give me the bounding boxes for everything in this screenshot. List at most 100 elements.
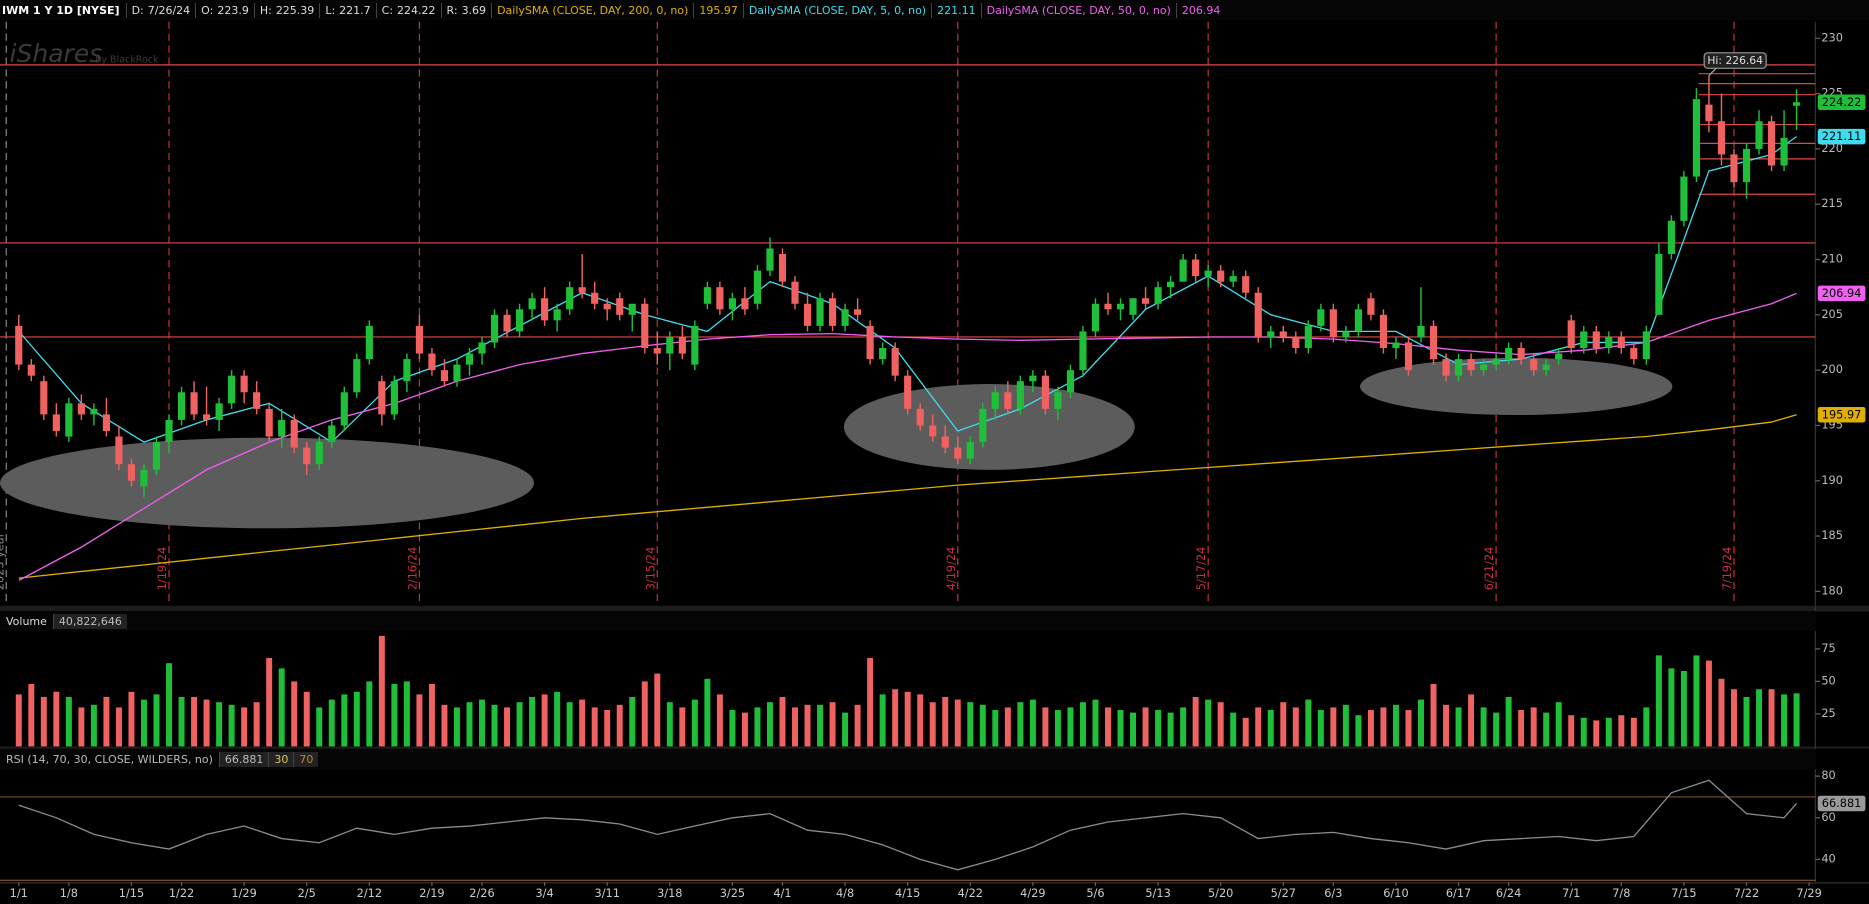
highlight-ellipse xyxy=(1360,357,1673,416)
volume-bar xyxy=(203,699,210,747)
candle-body xyxy=(628,303,636,315)
x-tick-label: 4/1 xyxy=(773,886,791,900)
candle-body xyxy=(1054,392,1062,409)
x-tick-label: 2/26 xyxy=(469,886,494,900)
candle-body xyxy=(541,298,549,321)
candle-body xyxy=(1217,270,1225,282)
candle-body xyxy=(465,353,474,365)
candle-body xyxy=(1655,253,1663,315)
volume-bar xyxy=(591,707,598,747)
period-label: 4/19/24 xyxy=(944,547,958,591)
header-label: H: xyxy=(259,3,272,17)
volume-bar xyxy=(629,697,636,747)
candle-body xyxy=(1304,325,1312,349)
volume-bar xyxy=(779,697,786,747)
volume-bar xyxy=(15,694,22,747)
volume-bar xyxy=(1105,707,1111,747)
volume-bar xyxy=(1718,678,1725,747)
volume-bar xyxy=(1693,655,1700,747)
candle-body xyxy=(1467,359,1475,371)
candle-body xyxy=(152,442,161,470)
watermark: iShares xyxy=(10,39,103,68)
x-tick-label: 7/1 xyxy=(1562,886,1580,900)
header-value: 224.22 xyxy=(397,3,436,17)
volume-bar xyxy=(1493,712,1500,747)
volume-bar xyxy=(654,673,661,747)
candle-body xyxy=(1580,331,1588,349)
volume-bar xyxy=(378,635,385,747)
header-field: H: 225.39 xyxy=(253,2,319,18)
y-tick-label: 200 xyxy=(1821,362,1843,376)
y-tick-label: 185 xyxy=(1821,528,1843,542)
volume-bar xyxy=(1317,710,1324,747)
y-tick-label: 50 xyxy=(1821,673,1835,687)
volume-bar xyxy=(216,702,223,747)
candle-body xyxy=(490,314,499,343)
candle-body xyxy=(1605,336,1613,349)
volume-bar xyxy=(303,691,310,747)
volume-bar xyxy=(1267,710,1274,747)
volume-bar xyxy=(1781,694,1788,747)
volume-bar xyxy=(416,694,423,747)
volume-bar xyxy=(1067,707,1074,747)
x-tick-label: 7/22 xyxy=(1734,886,1759,900)
hi-pointer xyxy=(1708,67,1717,76)
volume-bar xyxy=(1004,707,1011,747)
candle-body xyxy=(215,403,223,420)
period-label: 2023 year xyxy=(0,532,6,590)
volume-bar xyxy=(428,683,435,747)
candle-body xyxy=(1317,309,1325,326)
volume-bar xyxy=(529,697,536,747)
volume-bar xyxy=(391,683,398,747)
volume-bar xyxy=(1455,707,1462,747)
volume-bar xyxy=(1418,699,1424,747)
price-layer: Hi: 226.64 224.22 195.97 221.11 206.94 66.881 xyxy=(15,52,1866,812)
annotation-shapes xyxy=(0,357,1673,529)
volume-bar xyxy=(1280,702,1287,747)
y-tick-label: 220 xyxy=(1821,141,1843,155)
volume-bar xyxy=(466,702,473,747)
volume-bar xyxy=(1017,702,1024,747)
period-label: 5/17/24 xyxy=(1194,547,1208,591)
volume-bar xyxy=(1029,699,1036,747)
candle-body xyxy=(1667,220,1675,254)
header-label: D: xyxy=(131,3,144,17)
hi-box xyxy=(1703,52,1767,69)
candle-body xyxy=(177,392,186,420)
x-tick-label: 2/19 xyxy=(419,886,444,900)
rsi-badge: 66.881 xyxy=(1822,796,1862,810)
volume-bar xyxy=(1643,707,1650,747)
volume-bar xyxy=(191,697,198,747)
volume-bar xyxy=(1505,697,1512,747)
candle-body xyxy=(1617,336,1625,349)
candle-body xyxy=(27,364,35,376)
volume-bar xyxy=(1430,683,1437,747)
x-tick-label: 1/8 xyxy=(60,886,78,900)
candle-body xyxy=(165,419,173,443)
volume-bar xyxy=(904,691,911,747)
volume-bar xyxy=(1180,707,1187,747)
candle-body xyxy=(440,370,449,382)
volume-bar xyxy=(1142,707,1149,747)
candle-body xyxy=(616,298,624,315)
volume-bar xyxy=(854,704,861,747)
candle-body xyxy=(1016,381,1024,409)
candle-body xyxy=(1329,309,1337,337)
candle-body xyxy=(1517,348,1525,360)
volume-bar xyxy=(1630,717,1637,747)
volume-bar xyxy=(716,694,723,747)
indicator-name: DailySMA (CLOSE, DAY, 200, 0, no) xyxy=(491,2,693,18)
candle-body xyxy=(1029,375,1037,382)
candle-body xyxy=(40,381,48,415)
y-tick-label: 75 xyxy=(1821,641,1835,655)
candle-body xyxy=(1454,359,1463,376)
volume-bar xyxy=(166,663,172,747)
y-tick-label: 215 xyxy=(1821,196,1843,210)
candle-body xyxy=(854,309,862,315)
volume-bar xyxy=(1618,715,1625,747)
volume-bar xyxy=(1205,699,1212,747)
volume-bar xyxy=(1355,715,1362,747)
header-value: 3.69 xyxy=(461,3,487,17)
x-tick-label: 5/13 xyxy=(1145,886,1170,900)
candle-body xyxy=(65,403,73,437)
